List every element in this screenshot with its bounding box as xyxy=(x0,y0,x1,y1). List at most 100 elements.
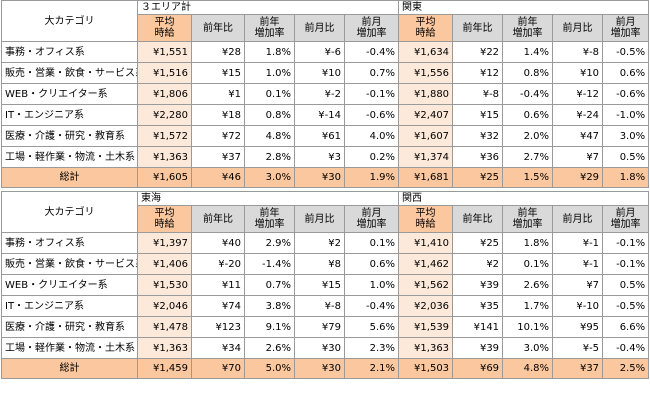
value-cell: 6.6% xyxy=(602,316,650,338)
value-cell: -0.4% xyxy=(343,295,400,317)
column-header-line: 前年 xyxy=(517,17,538,28)
table-row: 医療・介護・研究・教育系 ¥1,478 ¥123 9.1% ¥79 5.6% ¥1,539 ¥… xyxy=(1,316,650,338)
value-cell: ¥34 xyxy=(191,337,245,359)
total-value-cell: 1.5% xyxy=(502,167,554,188)
column-header-line: 前月 xyxy=(615,208,636,219)
value-cell: ¥1,539 xyxy=(398,316,454,338)
value-cell: ¥-8 xyxy=(452,83,504,105)
value-cell: ¥1,363 xyxy=(398,337,454,359)
value-cell: -1.0% xyxy=(602,104,650,126)
column-header-line: 増加率 xyxy=(356,28,387,39)
total-value-cell: 1.9% xyxy=(343,167,400,188)
value-cell: 0.7% xyxy=(244,274,295,296)
value-cell: ¥2 xyxy=(294,232,345,254)
column-header: 前月 増加率 xyxy=(343,14,400,42)
table-row: 工場・軽作業・物流・土木系 ¥1,363 ¥34 2.6% ¥30 2.3% ¥1,363 ¥… xyxy=(1,337,650,359)
table-row: 販売・営業・飲食・サービス系 ¥1,516 ¥15 1.0% ¥10 0.7% ¥1,556… xyxy=(1,62,650,84)
column-header-line: 増加率 xyxy=(254,219,285,230)
value-cell: 0.2% xyxy=(343,146,400,168)
category-cell: 事務・オフィス系 xyxy=(1,41,138,63)
total-row: 総計 ¥1,459 ¥70 5.0% ¥30 2.1% ¥1,503 ¥69 4.8% ¥37 2.… xyxy=(1,358,650,379)
value-cell: 0.6% xyxy=(343,253,400,275)
region-header: 関西 xyxy=(398,191,650,206)
value-cell: ¥40 xyxy=(191,232,245,254)
total-value-cell: 2.5% xyxy=(602,358,650,379)
value-cell: ¥10 xyxy=(294,62,345,84)
category-cell: IT・エンジニア系 xyxy=(1,295,138,317)
value-cell: -1.4% xyxy=(244,253,295,275)
value-cell: 2.6% xyxy=(502,274,554,296)
value-cell: -0.6% xyxy=(602,83,650,105)
column-header-line: 前月比 xyxy=(304,213,335,225)
column-header-line: 増加率 xyxy=(512,219,543,230)
total-value-cell: ¥69 xyxy=(452,358,504,379)
value-cell: 2.0% xyxy=(502,125,554,147)
column-header-line: 前年比 xyxy=(462,213,493,225)
value-cell: 1.4% xyxy=(502,41,554,63)
table-row: WEB・クリエイター系 ¥1,530 ¥11 0.7% ¥15 1.0% ¥1,562 ¥39… xyxy=(1,274,650,296)
value-cell: 2.9% xyxy=(244,232,295,254)
value-cell: -0.1% xyxy=(602,232,650,254)
value-cell: ¥-14 xyxy=(294,104,345,126)
value-cell: ¥1,406 xyxy=(137,253,192,275)
column-header: 前月比 xyxy=(552,205,604,233)
value-cell: ¥7 xyxy=(552,146,604,168)
column-header-line: 前月 xyxy=(361,17,382,28)
column-header-line: 増加率 xyxy=(512,28,543,39)
total-value-cell: ¥30 xyxy=(294,358,345,379)
value-cell: -0.1% xyxy=(343,83,400,105)
column-header-line: 前年比 xyxy=(462,22,493,34)
value-cell: ¥-1 xyxy=(552,253,604,275)
value-cell: ¥95 xyxy=(552,316,604,338)
column-header: 前年比 xyxy=(452,205,504,233)
column-header-line: 増加率 xyxy=(610,219,641,230)
value-cell: ¥36 xyxy=(452,146,504,168)
value-cell: ¥1,562 xyxy=(398,274,454,296)
value-cell: -0.4% xyxy=(343,41,400,63)
total-value-cell: ¥1,503 xyxy=(398,358,454,379)
value-cell: ¥141 xyxy=(452,316,504,338)
value-cell: 5.6% xyxy=(343,316,400,338)
column-header-line: 平均 xyxy=(154,208,175,219)
value-cell: 0.5% xyxy=(602,274,650,296)
value-cell: ¥2 xyxy=(452,253,504,275)
value-cell: -0.4% xyxy=(602,337,650,359)
column-header-line: 前月 xyxy=(615,17,636,28)
value-cell: 9.1% xyxy=(244,316,295,338)
value-cell: ¥1,374 xyxy=(398,146,454,168)
value-cell: ¥15 xyxy=(191,62,245,84)
value-cell: -0.5% xyxy=(602,295,650,317)
value-cell: ¥1,462 xyxy=(398,253,454,275)
category-cell: 医療・介護・研究・教育系 xyxy=(1,125,138,147)
value-cell: ¥22 xyxy=(452,41,504,63)
value-cell: ¥15 xyxy=(452,104,504,126)
value-cell: ¥1,634 xyxy=(398,41,454,63)
table-row: WEB・クリエイター系 ¥1,806 ¥1 0.1% ¥-2 -0.1% ¥1,880 ¥-8… xyxy=(1,83,650,105)
value-cell: ¥47 xyxy=(552,125,604,147)
value-cell: ¥12 xyxy=(452,62,504,84)
total-label: 総計 xyxy=(1,358,138,379)
value-cell: ¥-10 xyxy=(552,295,604,317)
value-cell: ¥1,556 xyxy=(398,62,454,84)
value-cell: ¥1,478 xyxy=(137,316,192,338)
total-value-cell: 3.0% xyxy=(244,167,295,188)
table-row: 販売・営業・飲食・サービス系 ¥1,406 ¥-20 -1.4% ¥8 0.6% ¥1,46… xyxy=(1,253,650,275)
value-cell: 2.3% xyxy=(343,337,400,359)
region-header: ３エリア計 xyxy=(136,0,400,15)
value-cell: ¥2,407 xyxy=(398,104,454,126)
total-value-cell: ¥1,681 xyxy=(398,167,454,188)
value-cell: 1.0% xyxy=(343,274,400,296)
value-cell: ¥1,880 xyxy=(398,83,454,105)
value-cell: 0.1% xyxy=(244,83,295,105)
total-value-cell: ¥25 xyxy=(452,167,504,188)
value-cell: ¥-6 xyxy=(294,41,345,63)
value-cell: ¥15 xyxy=(294,274,345,296)
total-value-cell: 4.8% xyxy=(502,358,554,379)
value-cell: ¥1,397 xyxy=(137,232,192,254)
value-cell: 0.7% xyxy=(343,62,400,84)
total-value-cell: ¥30 xyxy=(294,167,345,188)
column-header: 平均 時給 xyxy=(398,14,454,42)
value-cell: -0.5% xyxy=(602,41,650,63)
region-header-row: 大カテゴリ ３エリア計 関東 xyxy=(1,0,650,42)
column-header: 平均 時給 xyxy=(137,205,192,233)
